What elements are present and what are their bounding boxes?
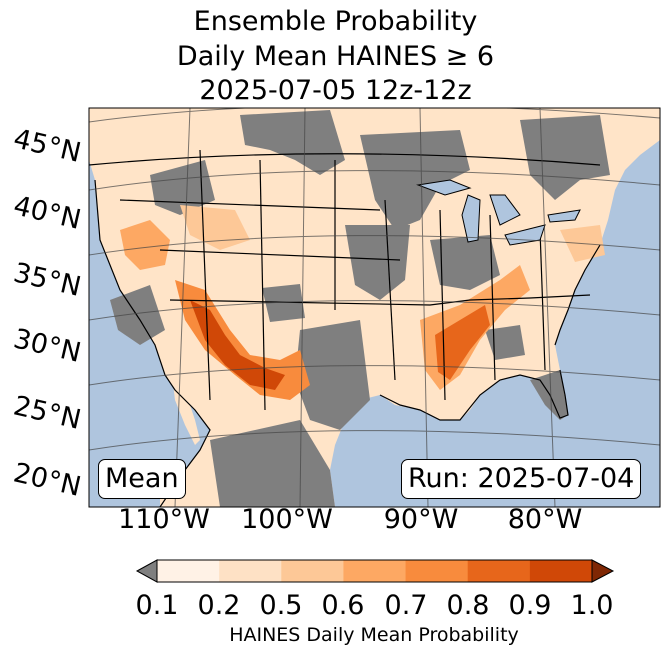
colorbar-bin — [405, 560, 469, 582]
colorbar-tick-6: 0.9 — [508, 590, 552, 621]
colorbar-tick-1: 0.2 — [197, 590, 241, 621]
colorbar-bin — [467, 560, 531, 582]
colorbar-bin — [529, 560, 593, 582]
statistic-label: Mean — [98, 459, 186, 499]
graticule — [89, 108, 660, 507]
colorbar-bin — [219, 560, 282, 582]
colorbar-frame — [156, 559, 593, 583]
map-frame — [88, 107, 661, 508]
colorbar-tick-0: 0.1 — [135, 590, 179, 621]
probability-hotspots — [120, 205, 605, 400]
title-line-1: Ensemble Probability — [193, 6, 478, 37]
north-america-land — [89, 108, 660, 507]
colorbar-bins — [157, 560, 593, 582]
title-line-2: Daily Mean HAINES ≥ 6 — [176, 41, 495, 72]
colorbar-over-arrow — [591, 559, 615, 583]
colorbar-under-arrow — [135, 559, 158, 583]
lon-label-100: 100°W — [241, 504, 333, 535]
title-line-3: 2025-07-05 12z-12z — [199, 75, 472, 106]
colorbar-tick-3: 0.6 — [321, 590, 365, 621]
lon-label-110: 110°W — [118, 504, 210, 535]
colorbar-tick-4: 0.7 — [384, 590, 428, 621]
colorbar-tick-7: 1.0 — [570, 590, 614, 621]
colorbar-bin — [343, 560, 407, 582]
colorbar-label: HAINES Daily Mean Probability — [229, 624, 519, 646]
lon-label-90: 90°W — [383, 504, 459, 535]
colorbar-tick-5: 0.8 — [446, 590, 490, 621]
colorbar-bin — [281, 560, 344, 582]
colorbar-bin — [157, 560, 220, 582]
lon-label-80: 80°W — [507, 504, 583, 535]
run-label: Run: 2025-07-04 — [401, 459, 642, 499]
colorbar-tick-2: 0.5 — [259, 590, 303, 621]
